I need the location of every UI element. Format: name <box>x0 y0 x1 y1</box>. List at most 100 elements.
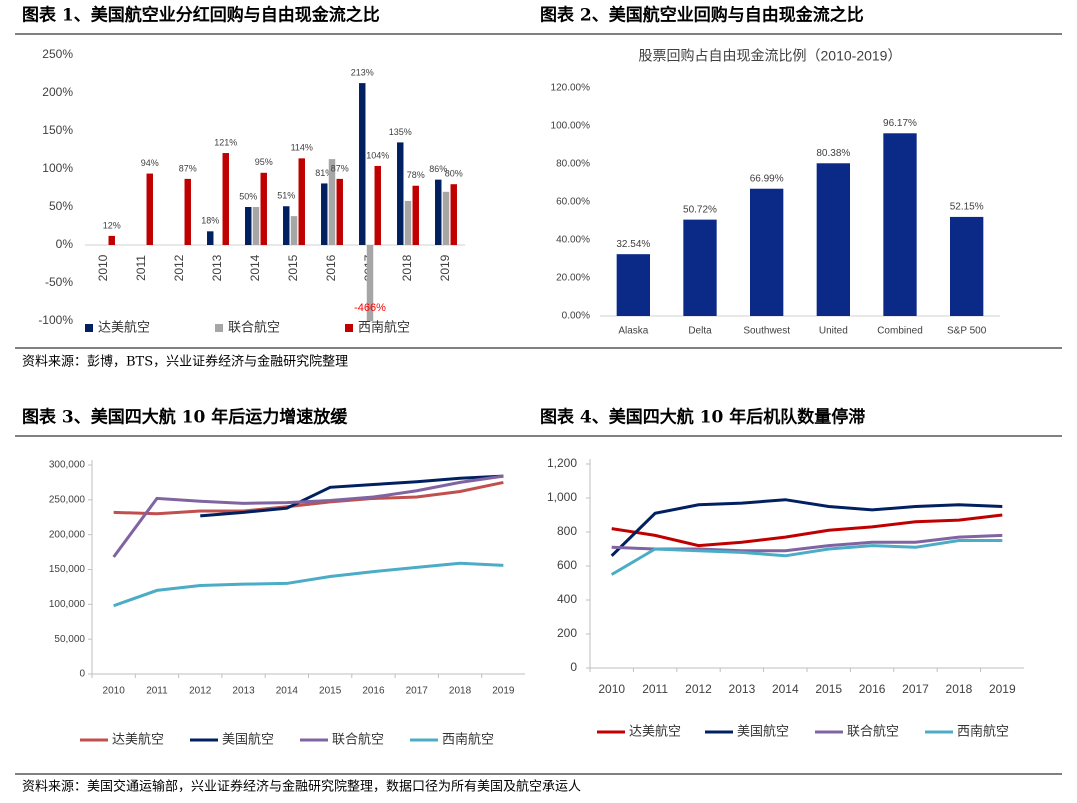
line-series <box>200 474 504 518</box>
legend-label: 联合航空 <box>332 731 384 746</box>
legend-label: 达美航空 <box>98 319 150 334</box>
x-tick-label: 2010 <box>96 254 110 281</box>
y-tick-label: 20.00% <box>556 273 590 284</box>
legend-label: 西南航空 <box>442 731 494 746</box>
y-tick-label: 150% <box>42 123 73 137</box>
y-tick-label: 200% <box>42 85 73 99</box>
y-tick-label: 0 <box>570 660 577 674</box>
x-tick-label: 2015 <box>286 254 300 281</box>
y-tick-label: 300,000 <box>49 460 86 471</box>
line-series <box>112 474 504 558</box>
legend-label: 达美航空 <box>629 723 681 738</box>
data-label: 51% <box>277 191 295 201</box>
x-tick-label: 2018 <box>400 254 414 281</box>
chart-caption: 图表 3、美国四大航 10 年后运力增速放缓 <box>22 407 348 428</box>
x-tick-label: 2014 <box>248 254 262 281</box>
x-tick-label: 2013 <box>232 686 255 697</box>
bar <box>404 200 412 245</box>
bar <box>435 179 442 245</box>
bar <box>359 83 366 246</box>
x-tick-label: 2010 <box>598 682 625 696</box>
x-tick-label: 2011 <box>146 686 168 697</box>
line-series <box>611 513 1003 548</box>
y-tick-label: 0% <box>56 237 74 251</box>
x-tick-label: 2018 <box>946 682 973 696</box>
source-note: 资料来源：彭博，BTS，兴业证券经济与金融研究院整理 <box>22 354 348 370</box>
x-tick-label: 2015 <box>319 686 342 697</box>
bar <box>442 191 450 245</box>
bar <box>374 165 381 245</box>
bar <box>750 188 784 316</box>
data-label: 66.99% <box>750 173 784 184</box>
x-tick-label: 2012 <box>189 686 212 697</box>
data-label: 95% <box>255 157 273 167</box>
x-tick-label: 2017 <box>902 682 929 696</box>
data-label: -466% <box>354 302 386 314</box>
legend-label: 联合航空 <box>847 723 899 738</box>
y-tick-label: 800 <box>557 524 577 538</box>
y-tick-label: 250% <box>42 47 73 61</box>
bar <box>412 185 419 245</box>
bar <box>207 231 214 245</box>
y-tick-label: 100,000 <box>49 599 86 610</box>
y-tick-label: 1,200 <box>547 456 577 470</box>
x-tick-label: 2016 <box>859 682 886 696</box>
bar <box>883 133 917 316</box>
y-tick-label: 200,000 <box>49 529 86 540</box>
data-label: 78% <box>407 170 425 180</box>
y-tick-label: 0.00% <box>562 311 590 322</box>
x-tick-label: 2016 <box>362 686 385 697</box>
data-label: 114% <box>291 143 313 153</box>
y-tick-label: 1,000 <box>547 490 577 504</box>
y-tick-label: 100% <box>42 161 73 175</box>
data-label: 12% <box>103 220 121 230</box>
x-tick-label: 2010 <box>103 686 126 697</box>
line-series <box>113 561 504 608</box>
data-label: 80% <box>445 169 463 179</box>
x-tick-label: 2011 <box>134 255 148 281</box>
x-tick-label: Combined <box>877 326 923 337</box>
x-tick-label: United <box>819 326 848 337</box>
x-tick-label: Delta <box>688 326 712 337</box>
x-tick-label: 2019 <box>438 254 452 281</box>
bar <box>321 183 328 245</box>
data-label: 32.54% <box>616 239 650 250</box>
data-label: 87% <box>331 163 349 173</box>
line-series <box>610 498 1003 557</box>
bar <box>252 207 260 245</box>
data-label: 18% <box>201 216 219 226</box>
data-label: 52.15% <box>950 202 984 213</box>
bar <box>450 184 457 245</box>
legend-swatch <box>85 324 93 332</box>
legend-label: 西南航空 <box>957 723 1009 738</box>
chart-caption: 图表 4、美国四大航 10 年后机队数量停滞 <box>540 407 865 428</box>
x-tick-label: 2018 <box>449 686 472 697</box>
data-label: 135% <box>389 127 412 137</box>
bar <box>616 254 650 316</box>
legend-label: 西南航空 <box>358 319 410 334</box>
data-label: 94% <box>141 158 159 168</box>
y-tick-label: 120.00% <box>551 83 591 94</box>
legend-swatch <box>215 324 223 332</box>
data-label: 86% <box>429 164 447 174</box>
x-tick-label: S&P 500 <box>947 326 987 337</box>
bar <box>950 216 984 316</box>
y-tick-label: 80.00% <box>556 159 590 170</box>
data-label: 213% <box>351 67 374 77</box>
x-tick-label: Southwest <box>743 326 790 337</box>
bar <box>683 219 717 316</box>
x-tick-label: Alaska <box>618 326 648 337</box>
bar <box>328 159 336 245</box>
x-tick-label: 2012 <box>685 682 712 696</box>
bar <box>222 153 229 245</box>
x-tick-label: 2019 <box>989 682 1016 696</box>
x-tick-label: 2015 <box>815 682 842 696</box>
y-tick-label: -100% <box>38 313 73 327</box>
bar <box>290 216 298 245</box>
data-label: 87% <box>179 163 197 173</box>
source-note: 资料来源：美国交通运输部，兴业证券经济与金融研究院整理，数据口径为所有美国及航空… <box>22 779 581 795</box>
data-label: 121% <box>214 137 237 147</box>
x-tick-label: 2017 <box>406 686 429 697</box>
x-tick-label: 2012 <box>172 254 186 281</box>
